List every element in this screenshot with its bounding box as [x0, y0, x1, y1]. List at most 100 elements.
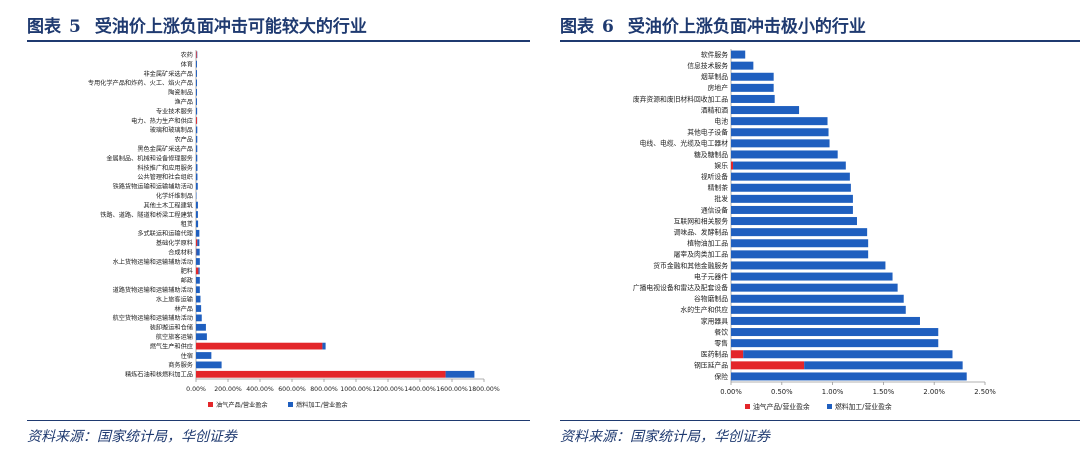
bar-fuel-processing [196, 323, 206, 331]
legend-label: 油气产品/营业盈余 [753, 402, 810, 411]
bar-fuel-processing [731, 83, 774, 92]
legend-swatch-fuel-processing [827, 404, 832, 409]
bar-fuel-processing [731, 61, 754, 70]
category-label: 装卸搬运和仓储 [150, 324, 193, 332]
x-tick-label: 1.00% [822, 388, 844, 396]
bar-fuel-processing [731, 316, 920, 325]
title-rule [27, 40, 530, 42]
category-label: 铁路、道路、隧道和桥梁工程建筑 [100, 211, 194, 219]
category-label: 航空货物运输和运输辅助活动 [113, 314, 193, 322]
category-label: 货币金融和其他金融服务 [653, 261, 728, 270]
category-label: 肥料 [181, 267, 193, 275]
category-label: 酒精和酒 [701, 105, 728, 114]
bar-fuel-processing [196, 182, 198, 190]
category-label: 林产品 [174, 305, 193, 313]
bar-fuel-processing [196, 154, 198, 162]
category-label: 专业技术服务 [156, 107, 193, 115]
bar-oil-gas [731, 361, 805, 370]
bar-fuel-processing [445, 370, 475, 378]
bar-fuel-processing [731, 194, 853, 203]
source-note: 资料来源：国家统计局，华创证券 [27, 429, 237, 445]
chart-high-impact: 农药体育非金属矿采选产品专用化学产品和炸药、火工、焰火产品陶瓷制品渔产品专业技术… [88, 50, 500, 409]
bar-fuel-processing [731, 50, 746, 59]
bar-fuel-processing [196, 314, 202, 322]
footer-rule [560, 420, 1080, 421]
category-label: 植物油加工品 [687, 239, 728, 248]
bar-fuel-processing [196, 229, 200, 237]
bar-fuel-processing [731, 272, 893, 281]
x-tick-label: 1400.00% [404, 386, 436, 393]
footer-rule [27, 420, 530, 421]
category-label: 铁路货物运输和运输辅助活动 [113, 183, 193, 191]
chart-low-impact: 软件服务信息技术服务烟草制品房地产废弃资源和废旧材料回收加工品酒精和酒电池其他电… [633, 49, 996, 411]
category-label: 非金属矿采选产品 [144, 70, 194, 78]
category-label: 烟草制品 [701, 72, 728, 81]
bar-fuel-processing [804, 361, 963, 370]
category-label: 金属制品、机械和设备修理服务 [106, 154, 193, 162]
category-label: 水上货物运输和运输辅助活动 [113, 258, 193, 266]
bar-fuel-processing [197, 239, 200, 247]
bar-fuel-processing [731, 106, 800, 115]
bar-fuel-processing [196, 286, 200, 294]
category-label: 精制茶 [708, 183, 729, 192]
bar-fuel-processing [196, 295, 201, 303]
category-label: 医药制品 [701, 350, 728, 359]
category-label: 钢压延产品 [694, 361, 728, 370]
category-label: 玻璃和玻璃制品 [150, 126, 193, 134]
bar-fuel-processing [731, 117, 828, 126]
bar-fuel-processing [196, 79, 197, 87]
x-tick-label: 1600.00% [436, 386, 468, 393]
bar-fuel-processing [196, 352, 212, 359]
bar-oil-gas [196, 117, 197, 124]
x-tick-label: 2.00% [923, 388, 945, 396]
category-label: 体育 [181, 60, 193, 68]
bar-fuel-processing [196, 135, 198, 143]
bar-fuel-processing [731, 205, 853, 214]
figure-title-prefix: 图表 [27, 17, 61, 37]
bar-fuel-processing [196, 258, 200, 265]
category-label: 保险 [714, 372, 728, 381]
bar-fuel-processing [322, 342, 326, 350]
category-label: 糖及糖制品 [694, 150, 728, 159]
bar-fuel-processing [731, 228, 868, 237]
bar-oil-gas [731, 350, 744, 359]
x-tick-label: 600.00% [278, 386, 306, 393]
category-label: 广播电视设备和雷达及配套设备 [633, 283, 728, 292]
figure-title-text: 受油价上涨负面冲击极小的行业 [627, 17, 866, 37]
bar-fuel-processing [196, 164, 198, 171]
bar-fuel-processing [731, 72, 774, 81]
category-label: 通信设备 [701, 205, 728, 214]
category-label: 电子元器件 [694, 272, 728, 281]
category-label: 精炼石油和核燃料加工品 [125, 371, 193, 379]
source-note: 资料来源：国家统计局，华创证券 [560, 429, 770, 445]
category-label: 商务服务 [168, 361, 193, 369]
category-label: 陶瓷制品 [168, 89, 193, 97]
category-label: 互联网和相关服务 [674, 216, 729, 225]
bar-fuel-processing [731, 339, 939, 348]
bar-fuel-processing [731, 239, 869, 248]
category-label: 燃气生产和供应 [150, 342, 193, 350]
bar-fuel-processing [731, 372, 967, 381]
category-label: 批发 [714, 194, 728, 203]
bar-fuel-processing [196, 98, 197, 106]
x-tick-label: 400.00% [246, 386, 274, 393]
category-label: 道路货物运输和运输辅助活动 [113, 286, 193, 294]
bar-fuel-processing [731, 172, 850, 181]
bar-fuel-processing [196, 88, 197, 96]
figure-number: 6 [602, 17, 614, 37]
x-tick-label: 800.00% [310, 386, 338, 393]
category-label: 科技推广和应用服务 [137, 164, 193, 172]
category-label: 废弃资源和废旧材料回收加工品 [633, 94, 728, 103]
x-tick-label: 0.50% [771, 388, 793, 396]
figure-title: 图表 5 受油价上涨负面冲击可能较大的行业 [27, 12, 367, 37]
category-label: 谷物磨制品 [694, 294, 728, 303]
figure-title-text: 受油价上涨负面冲击可能较大的行业 [94, 17, 367, 37]
category-label: 零售 [714, 338, 728, 347]
right-panel: 图表 6 受油价上涨负面冲击极小的行业 软件服务 信息技术服务 烟草制品 房地产 废弃资源和… [555, 0, 1080, 472]
figure-title: 图表 6 受油价上涨负面冲击极小的行业 [560, 12, 866, 37]
category-label: 化学纤维制品 [156, 192, 193, 200]
legend-swatch-fuel-processing [288, 402, 293, 407]
category-label: 渔产品 [174, 98, 193, 106]
bar-oil-gas [196, 370, 446, 378]
category-label: 租赁 [181, 220, 193, 228]
